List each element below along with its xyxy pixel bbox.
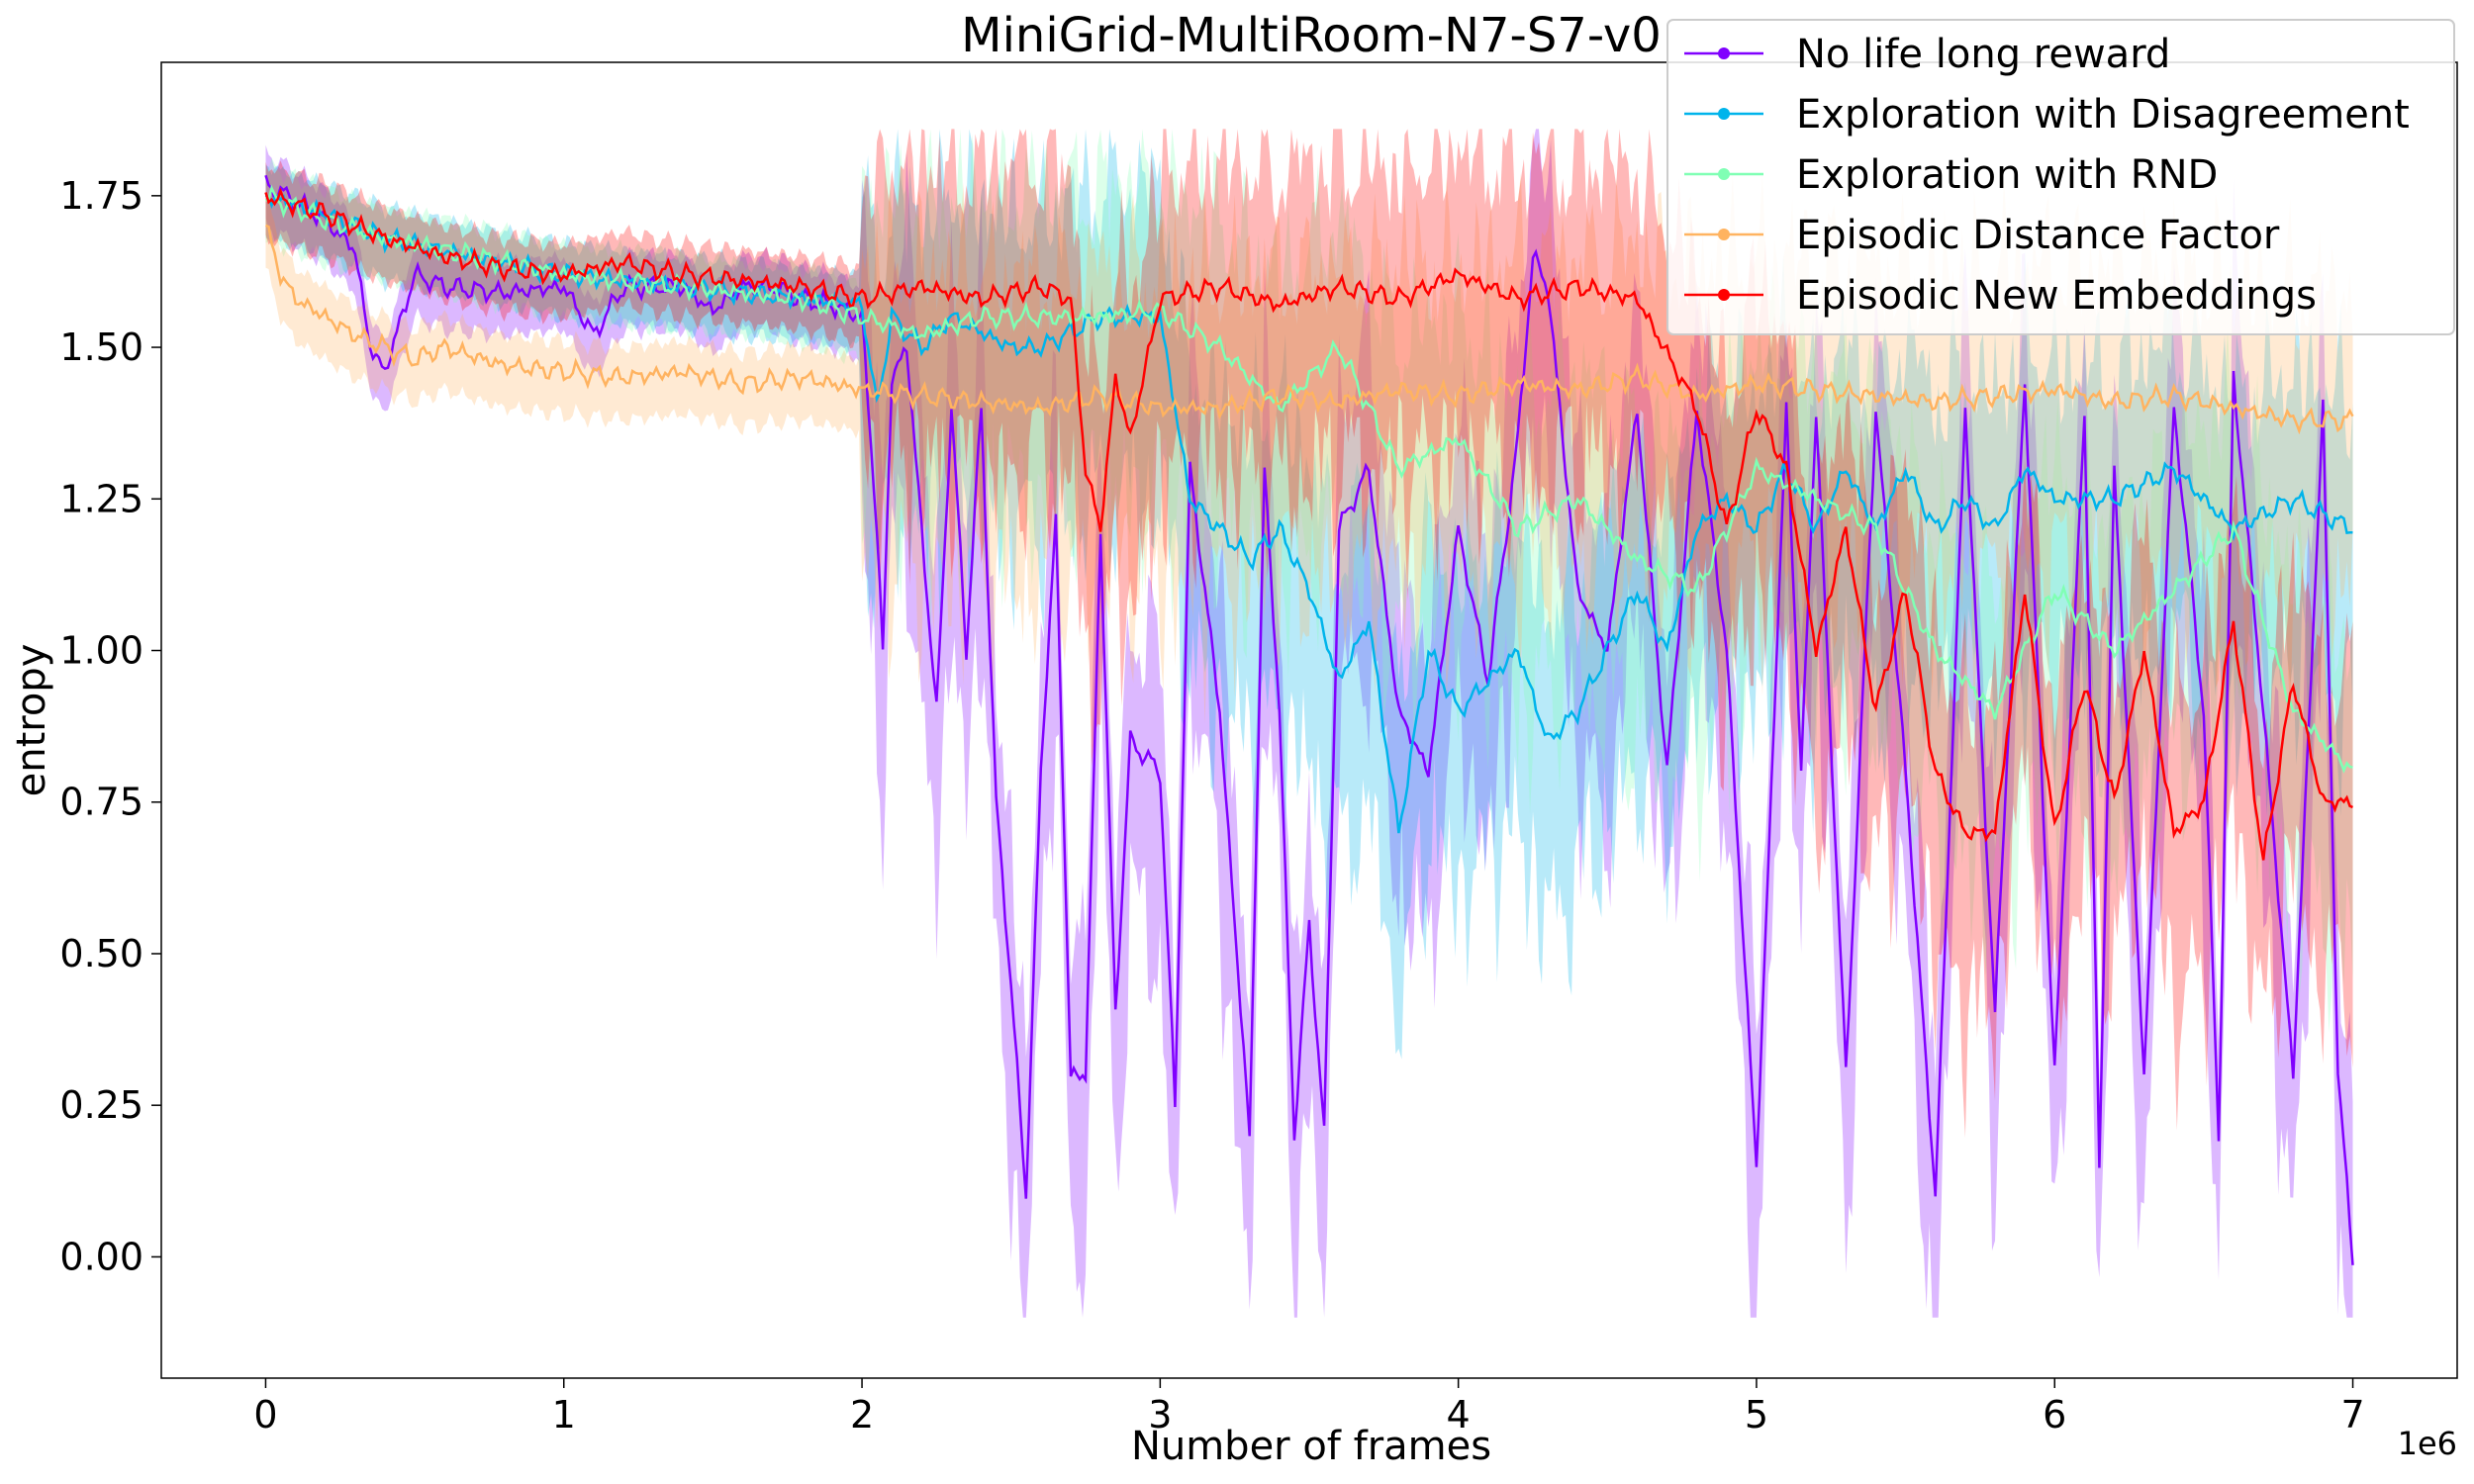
legend-marker (1718, 229, 1730, 240)
y-tick-label: 0.50 (59, 932, 143, 975)
y-axis: 0.00 0.25 0.50 0.75 1.00 1.25 1.50 1.75 (59, 174, 161, 1278)
x-tick-label: 0 (253, 1393, 277, 1437)
legend-label: No life long reward (1796, 32, 2170, 77)
x-tick-label: 2 (850, 1393, 874, 1437)
y-tick-label: 0.75 (59, 781, 143, 824)
legend-box (1666, 19, 2455, 335)
line-layer (264, 174, 2354, 1265)
y-tick-label: 0.00 (59, 1235, 143, 1278)
series-line (264, 187, 2353, 861)
y-tick-label: 1.50 (59, 325, 143, 369)
x-tick-label: 6 (2043, 1393, 2066, 1437)
chart-title: MiniGrid-MultiRoom-N7-S7-v0 (961, 8, 1662, 63)
x-tick-label: 5 (1745, 1393, 1768, 1437)
x-axis-label: Number of frames (1131, 1424, 1491, 1469)
series-band (265, 129, 2353, 1033)
legend-marker (1718, 289, 1730, 301)
x-tick-label: 1 (552, 1393, 576, 1437)
legend-marker (1718, 108, 1730, 120)
y-tick-label: 1.00 (59, 629, 143, 673)
legend-label: Exploration with Disagreement (1796, 92, 2410, 138)
series-line (264, 184, 2353, 774)
x-tick-label: 4 (1447, 1393, 1471, 1437)
y-tick-label: 1.75 (59, 174, 143, 218)
legend-label: Episodic Distance Factor (1796, 213, 2280, 258)
x-axis: 0 1 2 3 4 5 6 7 (253, 1378, 2365, 1437)
legend-label: Episodic New Embeddings (1796, 273, 2317, 319)
x-offset-label: 1e6 (2398, 1425, 2457, 1462)
y-axis-label: entropy (9, 644, 54, 797)
x-tick-label: 3 (1148, 1393, 1172, 1437)
series-band (265, 129, 2353, 1139)
x-tick-label: 7 (2340, 1393, 2364, 1437)
y-tick-label: 0.25 (59, 1083, 143, 1127)
legend-marker (1718, 168, 1730, 180)
legend-label: Exploration with RND (1796, 152, 2218, 198)
legend: No life long reward Exploration with Disa… (1666, 19, 2455, 335)
plot-frame (160, 61, 2458, 1379)
y-tick-label: 1.25 (59, 477, 143, 520)
series-line (264, 174, 2354, 1265)
series-band (265, 129, 2353, 1318)
legend-marker (1718, 47, 1730, 59)
series-line (265, 224, 2354, 435)
